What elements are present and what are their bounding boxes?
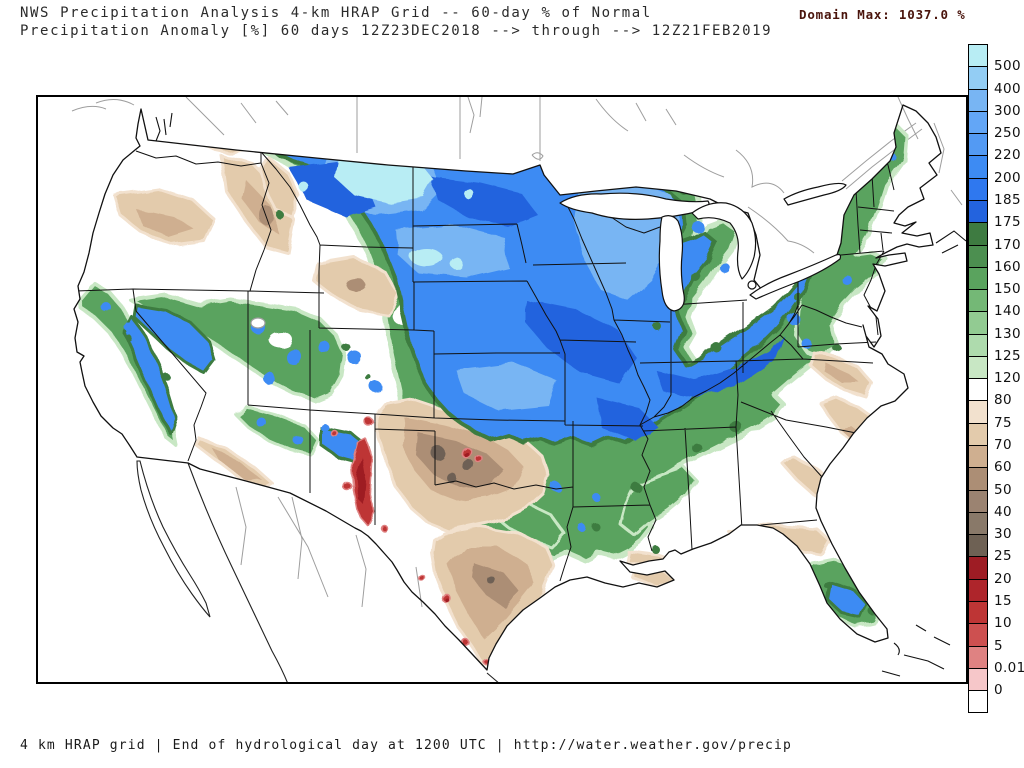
lake-huron — [691, 202, 757, 280]
legend-cell — [968, 110, 988, 135]
legend-tick-label: 15 — [994, 593, 1012, 609]
legend-cell — [968, 88, 988, 112]
legend-cell — [968, 534, 988, 558]
legend-tick-label: 70 — [994, 437, 1012, 454]
map-title-line1: NWS Precipitation Analysis 4-km HRAP Gri… — [20, 5, 652, 21]
legend-cell — [968, 400, 988, 424]
legend-tick-label: 25 — [994, 548, 1012, 565]
legend-tick-label: 5 — [994, 637, 1003, 654]
legend-cell — [968, 333, 988, 357]
legend-cell — [968, 623, 988, 647]
legend-cell — [968, 44, 988, 68]
legend-tick-label: 40 — [994, 503, 1012, 520]
legend-tick-label: 125 — [994, 347, 1021, 364]
precip-contour-field — [78, 105, 908, 669]
legend-tick-label: 50 — [994, 481, 1012, 498]
legend-tick-label: 130 — [994, 325, 1021, 342]
us-coastline — [73, 104, 942, 671]
legend-cell — [968, 645, 988, 669]
legend-tick-label: 10 — [994, 615, 1012, 632]
legend-cell — [968, 378, 988, 402]
precip-map-svg — [36, 95, 968, 684]
legend-tick-label: 0.01 — [994, 659, 1024, 676]
legend-cell — [968, 177, 988, 201]
conus-precip-map — [36, 95, 968, 684]
legend-tick-label: 175 — [994, 214, 1021, 231]
legend-tick-label: 200 — [994, 169, 1021, 186]
legend-cell — [968, 601, 988, 625]
legend-cell — [968, 556, 988, 580]
legend-tick-label: 140 — [994, 303, 1021, 320]
legend-cell — [968, 289, 988, 313]
legend-cell — [968, 133, 988, 157]
map-frame — [36, 95, 968, 684]
legend-cell — [968, 489, 988, 513]
legend-tick-label: 220 — [994, 147, 1021, 164]
legend-cell — [968, 66, 988, 90]
state-borders — [75, 139, 895, 582]
color-scale-legend: 500 400 300 250 220 200 185 175 170 160 150 140 130 1… — [968, 44, 1024, 724]
legend-cell — [968, 222, 988, 246]
legend-tick-label: 185 — [994, 191, 1021, 208]
legend-tick-label: 170 — [994, 236, 1021, 253]
legend-cell — [968, 355, 988, 380]
legend-tick-label: 150 — [994, 281, 1021, 298]
legend-tick-label: 80 — [994, 392, 1012, 409]
domain-max-readout: Domain Max: 1037.0 % — [799, 7, 966, 22]
lake-st-clair — [747, 280, 757, 290]
legend-tick-label: 0 — [994, 682, 1003, 699]
legend-cell — [968, 467, 988, 491]
legend-tick-label: 400 — [994, 80, 1021, 97]
lake-michigan — [658, 215, 685, 312]
legend-cell — [968, 690, 988, 714]
lake-erie — [749, 253, 842, 300]
legend-tick-label: 500 — [994, 58, 1021, 75]
legend-cell — [968, 155, 988, 179]
legend-cell — [968, 422, 988, 447]
legend-tick-label: 20 — [994, 570, 1012, 587]
legend-cell — [968, 578, 988, 602]
legend-cell — [968, 244, 988, 268]
legend-tick-label: 160 — [994, 258, 1021, 275]
legend-tick-label: 250 — [994, 125, 1021, 142]
legend-tick-label: 30 — [994, 526, 1012, 543]
legend-cell — [968, 511, 988, 536]
great-lakes — [250, 182, 847, 329]
lake-ontario — [783, 182, 847, 206]
legend-tick-label: 75 — [994, 414, 1012, 431]
footer-caption: 4 km HRAP grid | End of hydrological day… — [20, 738, 792, 753]
legend-cell — [968, 266, 988, 291]
domain-max-label: Domain Max: — [799, 7, 891, 22]
map-title-line2: Precipitation Anomaly [%] 60 days 12Z23D… — [20, 23, 773, 39]
legend-tick-label: 60 — [994, 459, 1012, 476]
legend-tick-label: 300 — [994, 102, 1021, 119]
legend-cell — [968, 311, 988, 335]
coastal-details — [155, 112, 967, 677]
domain-max-value: 1037.0 % — [898, 7, 966, 22]
legend-tick-label: 120 — [994, 370, 1021, 387]
legend-cell — [968, 199, 988, 224]
great-salt-lake — [250, 317, 266, 329]
legend-cell — [968, 667, 988, 692]
legend-cell — [968, 445, 988, 469]
